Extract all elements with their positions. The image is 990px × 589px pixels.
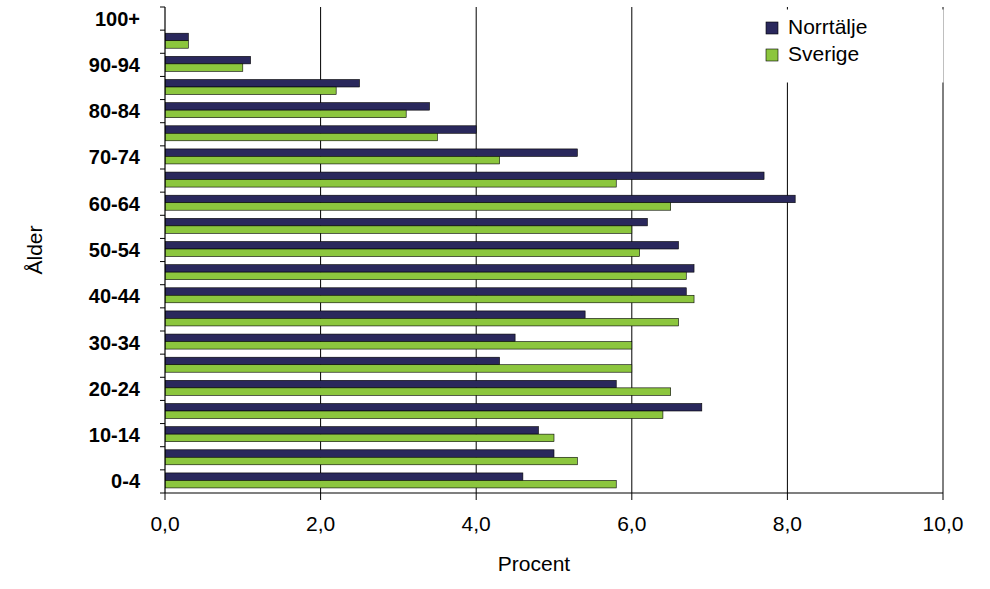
y-tick — [160, 122, 165, 123]
y-tick — [160, 469, 165, 470]
y-tick — [160, 169, 165, 170]
bar — [165, 87, 336, 95]
bar — [165, 450, 554, 458]
bar — [165, 172, 764, 180]
x-tick-label: 8,0 — [773, 512, 802, 535]
y-tick — [160, 215, 165, 216]
legend-box — [748, 10, 943, 82]
bar — [165, 334, 515, 342]
x-axis-line — [165, 492, 943, 493]
y-tick — [160, 400, 165, 401]
bar — [165, 249, 640, 257]
bar — [165, 203, 671, 211]
x-tick-label: 6,0 — [617, 512, 646, 535]
x-tick — [943, 493, 944, 500]
bar — [165, 311, 585, 319]
bar — [165, 80, 360, 88]
x-tick-label: 4,0 — [462, 512, 491, 535]
y-tick — [160, 377, 165, 378]
y-tick — [160, 331, 165, 332]
bar — [165, 149, 577, 157]
bar — [165, 272, 686, 280]
y-tick-label: 30-34 — [89, 332, 141, 354]
y-tick-label: 100+ — [95, 8, 140, 30]
bar — [165, 218, 647, 226]
y-tick-label: 10-14 — [89, 424, 141, 446]
bars — [165, 33, 795, 488]
bar — [165, 265, 694, 273]
y-tick — [160, 354, 165, 355]
y-tick — [160, 238, 165, 239]
y-axis-line — [164, 7, 165, 493]
bar — [165, 195, 795, 203]
legend: Norrtälje Sverige — [748, 10, 943, 82]
y-tick-label: 20-24 — [89, 378, 141, 400]
bar — [165, 295, 694, 303]
bar — [165, 126, 476, 133]
y-tick-label: 80-84 — [89, 100, 141, 122]
axes: 0-4 10-14 20-24 30-34 40-44 50-54 60-64 70-74 80… — [89, 7, 964, 535]
bar — [165, 480, 616, 488]
bar — [165, 473, 523, 481]
bar — [165, 133, 437, 141]
bar — [165, 110, 406, 118]
x-tick-label: 10,0 — [923, 512, 964, 535]
y-tick — [160, 76, 165, 77]
y-tick-label: 50-54 — [89, 239, 141, 261]
bar — [165, 342, 632, 350]
x-axis-label: Procent — [498, 552, 571, 575]
y-tick — [160, 99, 165, 100]
x-tick-label: 2,0 — [306, 512, 335, 535]
bar — [165, 427, 538, 435]
x-tick — [631, 493, 632, 500]
x-tick — [476, 493, 477, 500]
bar — [165, 64, 243, 72]
y-tick — [160, 53, 165, 54]
bar — [165, 357, 500, 365]
bar — [165, 404, 702, 412]
y-tick-label: 0-4 — [111, 470, 141, 492]
bar — [165, 288, 686, 296]
y-tick-label: 40-44 — [89, 285, 141, 307]
bar — [165, 103, 430, 111]
chart: 0-4 10-14 20-24 30-34 40-44 50-54 60-64 70-74 80… — [0, 0, 990, 589]
bar — [165, 388, 671, 396]
legend-swatch — [766, 22, 778, 34]
y-tick — [160, 261, 165, 262]
y-tick — [160, 493, 165, 494]
y-tick — [160, 446, 165, 447]
x-tick — [320, 493, 321, 500]
bar — [165, 242, 678, 250]
bar — [165, 365, 632, 373]
bar — [165, 380, 616, 388]
bar — [165, 434, 554, 442]
bar — [165, 56, 251, 64]
x-tick — [165, 493, 166, 500]
legend-swatch — [766, 49, 778, 61]
bar — [165, 411, 663, 419]
y-tick — [160, 30, 165, 31]
x-tick-label: 0,0 — [150, 512, 179, 535]
bar — [165, 180, 616, 188]
bar — [165, 318, 678, 326]
y-axis-label: Ålder — [23, 225, 46, 274]
bar — [165, 41, 188, 49]
y-tick-label: 90-94 — [89, 54, 141, 76]
legend-label: Sverige — [788, 42, 859, 65]
y-tick — [160, 284, 165, 285]
legend-label: Norrtälje — [788, 15, 867, 38]
bar — [165, 226, 632, 234]
y-tick — [160, 307, 165, 308]
y-tick — [160, 192, 165, 193]
y-tick-label: 70-74 — [89, 146, 141, 168]
y-tick — [160, 423, 165, 424]
bar — [165, 33, 188, 41]
bar — [165, 457, 577, 465]
y-tick-label: 60-64 — [89, 193, 141, 215]
x-tick — [787, 493, 788, 500]
bar — [165, 156, 500, 164]
y-tick — [160, 145, 165, 146]
y-tick — [160, 7, 165, 8]
